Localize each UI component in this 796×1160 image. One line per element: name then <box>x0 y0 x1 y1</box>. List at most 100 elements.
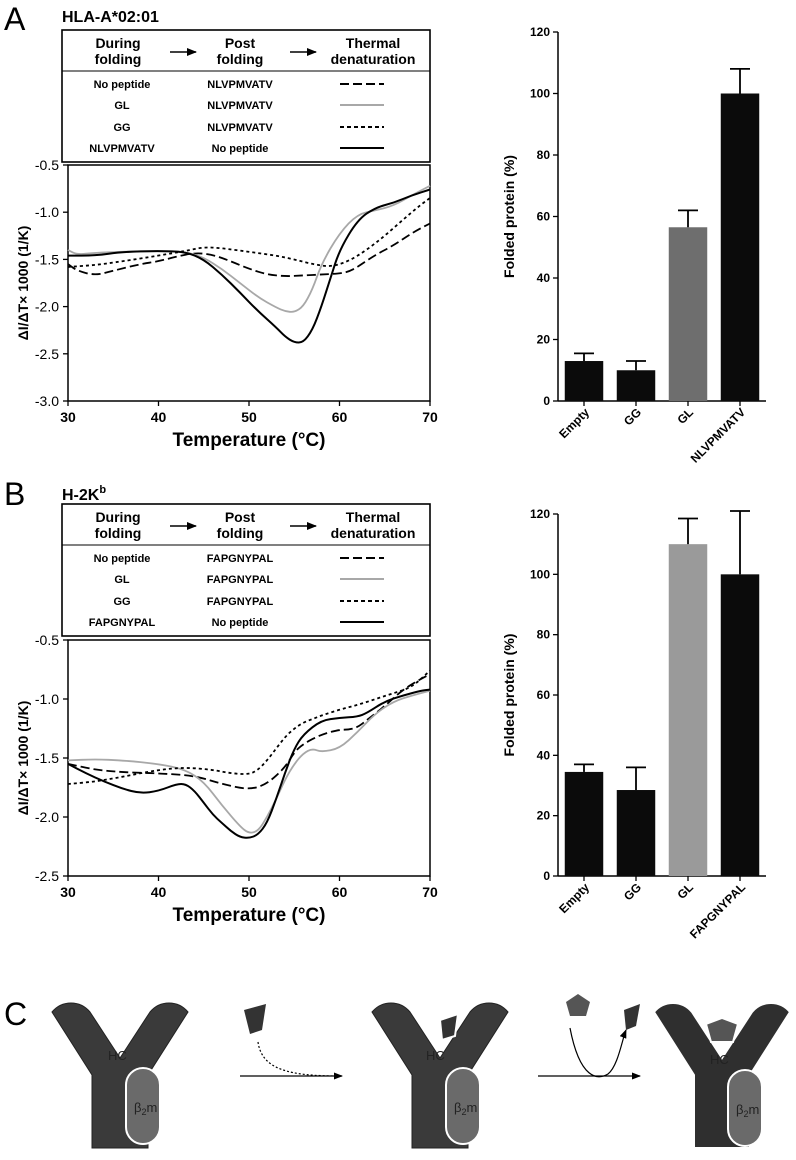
chart-a-series-2-gray-solid <box>67 185 431 313</box>
panel-b-title: H-2Kb <box>62 484 106 504</box>
chart-b-xtick-label: 60 <box>332 884 348 900</box>
legend-b-row-3-post: FAPGNYPAL <box>207 596 274 608</box>
bars-b-bar-gg <box>616 790 656 876</box>
chart-a-series-3-short-dash <box>67 197 431 268</box>
chart-b-ytick-label: -2.5 <box>35 868 59 884</box>
bars-b-ytick-label: 80 <box>537 628 551 642</box>
legend-b-header-during-1: During <box>95 509 140 525</box>
chart-b-xtick-label: 30 <box>60 884 76 900</box>
dipeptide-icon-released <box>624 1004 640 1030</box>
bar-chart-b: 0 20 40 60 80 100 120 Folded protein (%) Empty GG… <box>501 507 766 941</box>
panel-a-title: HLA-A*02:01 <box>62 9 159 26</box>
legend-header-thermal-2: denaturation <box>331 51 416 67</box>
chart-b-ytick-label: -1.0 <box>35 691 59 707</box>
chart-b-ytick-label: -2.0 <box>35 809 59 825</box>
bars-b-ytick-label: 120 <box>530 507 550 521</box>
legend-box-a <box>61 29 431 163</box>
panel-letter-a: A <box>4 1 26 37</box>
panel-letter-b: B <box>4 476 25 512</box>
chart-a-yaxis-title: ΔI/ΔT× 1000 (1/K) <box>15 226 31 341</box>
hc-label-3: HC <box>710 1052 729 1067</box>
legend-a-row-1-during: No peptide <box>94 79 151 91</box>
legend-table-b: During folding Post folding Thermal dena… <box>61 503 431 637</box>
b2m-label-1-sub: 2 <box>141 1107 146 1117</box>
chart-a-ytick-label: -3.0 <box>35 393 59 409</box>
b2m-label-3-main: β <box>736 1102 743 1117</box>
dipeptide-icon-1 <box>244 1004 266 1034</box>
bars-a-category-label: NLVPMVATV <box>688 405 748 465</box>
melting-chart-a: -3.0 -2.5 -2.0 -1.5 -1.0 -0.5 30 40 50 60 70 Temper… <box>15 157 438 451</box>
b2m-label-1-main: β <box>134 1100 141 1115</box>
melting-chart-b: -2.5 -2.0 -1.5 -1.0 -0.5 30 40 50 60 70 Temperatur… <box>15 632 438 926</box>
bars-b-ytick-label: 0 <box>543 869 550 883</box>
chart-a-series-1-long-dash <box>67 222 431 277</box>
chart-a-xtick-label: 60 <box>332 409 348 425</box>
empty-mhc-diagram: HC β2m <box>51 1002 189 1149</box>
chart-a-ytick-label: -2.0 <box>35 299 59 315</box>
bars-a-category-label: GG <box>621 405 644 428</box>
peptide-loaded-mhc-diagram: HC β2m <box>652 1002 792 1149</box>
chart-b-series-1-long-dash <box>67 673 431 790</box>
legend-b-row-3-during: GG <box>113 596 130 608</box>
panel-c: C HC β2m HC β2m HC <box>4 994 792 1149</box>
b2m-label-1-end: m <box>147 1100 158 1115</box>
heavy-chain-shape-3 <box>652 1002 792 1149</box>
chart-b-xaxis-title: Temperature (°C) <box>173 905 326 926</box>
chart-b-series-3-short-dash <box>67 670 431 785</box>
legend-b-row-1-post: FAPGNYPAL <box>207 553 274 565</box>
chart-a-xtick-label: 50 <box>241 409 257 425</box>
bars-b-ytick-label: 40 <box>537 748 551 762</box>
chart-a-ytick-label: -0.5 <box>35 157 59 173</box>
panel-a: A HLA-A*02:01 During folding Post foldin… <box>4 1 766 466</box>
b2m-label-2: β2m <box>454 1100 477 1117</box>
chart-b-series-4-solid <box>67 688 431 839</box>
legend-header-during-2: folding <box>95 51 142 67</box>
bars-a-bar-nlvpmvatv <box>720 93 760 401</box>
chart-a-xtick-label: 30 <box>60 409 76 425</box>
b2m-shape-1 <box>125 1067 161 1145</box>
chart-a-ytick-label: -1.5 <box>35 251 59 267</box>
chart-b-series-2-gray-solid <box>67 689 431 834</box>
legend-a-row-4-post: No peptide <box>212 143 269 155</box>
chart-a-xtick-label: 40 <box>151 409 167 425</box>
bars-a-bar-gl <box>668 227 708 401</box>
heavy-chain-shape <box>51 1002 189 1149</box>
b2m-label-3-end: m <box>749 1102 760 1117</box>
legend-b-row-2-during: GL <box>114 574 130 586</box>
chart-a-ytick-label: -1.0 <box>35 204 59 220</box>
chart-b-ytick-label: -1.5 <box>35 750 59 766</box>
hc-label-1: HC <box>108 1048 127 1063</box>
bars-b-category-label: GL <box>674 880 696 902</box>
panel-b-title-sup: b <box>99 484 106 496</box>
legend-a-row-3-during: GG <box>113 122 130 134</box>
legend-b-row-4-post: No peptide <box>212 617 269 629</box>
legend-b-header-post-1: Post <box>225 509 256 525</box>
bars-a-bar-empty <box>564 361 604 401</box>
bars-b-ytick-label: 100 <box>530 567 550 581</box>
legend-box-b <box>61 503 431 637</box>
legend-a-row-2-post: NLVPMVATV <box>207 100 273 112</box>
peptide-icon-incoming <box>566 994 590 1016</box>
bars-a-ytick-label: 20 <box>537 333 551 347</box>
bars-b-bar-fapgnypal <box>720 574 760 876</box>
curved-path-1 <box>257 1041 341 1077</box>
chart-b-ytick-label: -0.5 <box>35 632 59 648</box>
legend-b-row-1-during: No peptide <box>94 553 151 565</box>
chart-b-plot-frame <box>67 639 431 877</box>
bars-b-yaxis-title: Folded protein (%) <box>501 634 517 757</box>
legend-header-thermal-1: Thermal <box>346 35 400 51</box>
b2m-shape-2 <box>445 1067 481 1145</box>
peptide-bound-icon <box>704 1016 740 1043</box>
b2m-shape-3 <box>727 1069 763 1147</box>
bars-a-ytick-label: 100 <box>530 87 550 101</box>
legend-b-header-during-2: folding <box>95 525 142 541</box>
panel-b-title-main: H-2K <box>62 487 100 504</box>
bars-b-category-label: FAPGNYPAL <box>687 880 748 941</box>
bars-b-category-label: Empty <box>556 880 592 916</box>
legend-header-post-1: Post <box>225 35 256 51</box>
chart-a-xaxis-title: Temperature (°C) <box>173 430 326 451</box>
bar-chart-a: 0 20 40 60 80 100 120 Folded protein (%) Empty GG… <box>501 25 766 466</box>
hc-label-2: HC <box>426 1048 445 1063</box>
panel-b: B H-2Kb During folding Post folding Ther… <box>4 476 766 941</box>
